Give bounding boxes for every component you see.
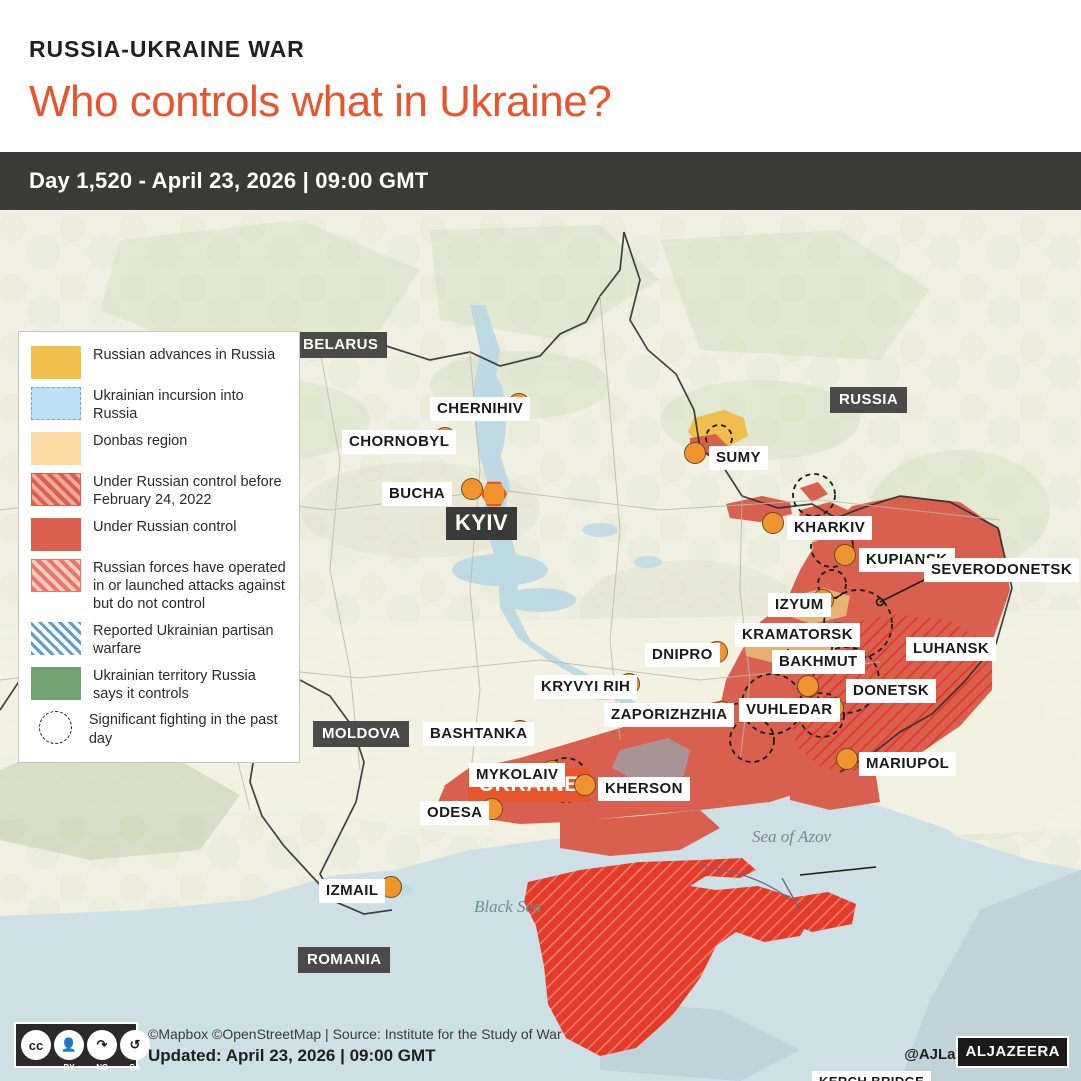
city-label-luhansk: LUHANSK bbox=[906, 637, 997, 661]
city-label-mykolaiv: MYKOLAIV bbox=[469, 763, 566, 787]
cc-icon-text: cc bbox=[28, 1037, 44, 1053]
cc-by-label: BY bbox=[63, 1063, 75, 1072]
cc-by-icon: 👤 BY bbox=[54, 1030, 84, 1072]
legend-swatch-hatched-darkred bbox=[31, 472, 81, 506]
city-marker-kupiansk[interactable] bbox=[834, 544, 856, 566]
legend-swatch-dashed-circle bbox=[31, 710, 77, 745]
city-marker-kyiv[interactable] bbox=[481, 481, 507, 507]
city-marker-bucha[interactable] bbox=[461, 478, 483, 500]
legend-label-donbas: Donbas region bbox=[93, 432, 188, 449]
city-label-vuhledar: VUHLEDAR bbox=[739, 698, 840, 722]
map-canvas[interactable]: Sea of Azov Black Sea BELARUS RUSSIA POL… bbox=[0, 210, 1081, 1081]
legend-item-donbas: Donbas region bbox=[31, 431, 287, 465]
legend-label-russian-control: Under Russian control bbox=[93, 518, 237, 535]
capital-label-kyiv: KYIV bbox=[446, 507, 517, 540]
legend-swatch-green bbox=[31, 666, 81, 700]
country-label-belarus: BELARUS bbox=[294, 332, 388, 358]
city-label-izyum: IZYUM bbox=[768, 593, 831, 617]
city-label-kryvyi-rih: KRYVYI RIH bbox=[534, 675, 638, 699]
page-title: Who controls what in Ukraine? bbox=[29, 77, 612, 126]
footer-source: ©Mapbox ©OpenStreetMap | Source: Institu… bbox=[148, 1026, 562, 1042]
legend-label-partisan-warfare: Reported Ukrainian partisan warfare bbox=[93, 622, 274, 658]
footer-updated: Updated: April 23, 2026 | 09:00 GMT bbox=[148, 1046, 436, 1065]
city-label-bashtanka: BASHTANKA bbox=[423, 722, 535, 746]
legend-label-operated-not-control: Russian forces have operated in or launc… bbox=[93, 559, 286, 613]
cc-icon: cc bbox=[21, 1030, 51, 1060]
legend-item-significant-fighting: Significant fighting in the past day bbox=[31, 710, 287, 748]
city-label-dnipro: DNIPRO bbox=[645, 643, 720, 667]
annotation-kerch-bridge: KERCH BRIDGE bbox=[812, 1071, 932, 1081]
city-marker-mariupol[interactable] bbox=[836, 748, 858, 770]
legend-label-pre-2022-control: Under Russian control before February 24… bbox=[93, 473, 282, 509]
footer-handle: @AJLabs bbox=[904, 1046, 973, 1063]
date-bar: Day 1,520 - April 23, 2026 | 09:00 GMT bbox=[0, 152, 1081, 210]
city-label-odesa: ODESA bbox=[420, 801, 490, 825]
city-label-kramatorsk: KRAMATORSK bbox=[735, 623, 860, 647]
city-label-sumy: SUMY bbox=[709, 446, 768, 470]
legend-label-claimed-territory: Ukrainian territory Russia says it contr… bbox=[93, 667, 256, 703]
city-label-kherson: KHERSON bbox=[598, 777, 690, 801]
city-label-zaporizhzhia: ZAPORIZHZHIA bbox=[604, 703, 735, 727]
country-label-russia: RUSSIA bbox=[830, 387, 908, 413]
legend-swatch-red bbox=[31, 517, 81, 551]
city-label-mariupol: MARIUPOL bbox=[859, 752, 957, 776]
city-marker-sumy[interactable] bbox=[684, 442, 706, 464]
kicker-label: RUSSIA-UKRAINE WAR bbox=[29, 36, 305, 62]
legend-swatch-hatched-blue bbox=[31, 621, 81, 655]
legend-item-operated-not-control: Russian forces have operated in or launc… bbox=[31, 558, 287, 614]
aljazeera-logo: ALJAZEERA bbox=[956, 1036, 1069, 1068]
city-label-bucha: BUCHA bbox=[382, 482, 453, 506]
cc-nc-icon: ↷ NC bbox=[87, 1030, 117, 1072]
legend-item-partisan-warfare: Reported Ukrainian partisan warfare bbox=[31, 621, 287, 659]
country-label-romania: ROMANIA bbox=[298, 947, 391, 973]
header: RUSSIA-UKRAINE WAR Who controls what in … bbox=[0, 0, 1081, 152]
legend-swatch-lightblue bbox=[31, 387, 81, 420]
city-label-severodonetsk: SEVERODONETSK bbox=[924, 558, 1080, 582]
cc-nc-label: NC bbox=[96, 1063, 108, 1072]
city-marker-kherson[interactable] bbox=[574, 774, 596, 796]
legend-item-claimed-territory: Ukrainian territory Russia says it contr… bbox=[31, 666, 287, 704]
cc-sa-icon: ↺ SA bbox=[120, 1030, 150, 1072]
city-label-bakhmut: BAKHMUT bbox=[772, 650, 865, 674]
city-marker-kharkiv[interactable] bbox=[762, 512, 784, 534]
city-label-kharkiv: KHARKIV bbox=[787, 516, 873, 540]
city-label-chernihiv: CHERNIHIV bbox=[430, 397, 531, 421]
city-label-izmail: IZMAIL bbox=[319, 879, 386, 903]
legend-swatch-hatched-lightred bbox=[31, 558, 81, 592]
legend-item-russian-advances: Russian advances in Russia bbox=[31, 345, 287, 379]
city-label-chornobyl: CHORNOBYL bbox=[342, 430, 457, 454]
date-bar-text: Day 1,520 - April 23, 2026 | 09:00 GMT bbox=[29, 168, 429, 193]
legend-panel: Russian advances in Russia Ukrainian inc… bbox=[18, 331, 300, 764]
legend-swatch-yellow bbox=[31, 346, 81, 379]
city-marker-donetsk[interactable] bbox=[797, 675, 819, 697]
creative-commons-badge: cc 👤 BY ↷ NC ↺ SA bbox=[14, 1022, 150, 1072]
sea-label-azov: Sea of Azov bbox=[752, 827, 832, 846]
legend-item-russian-control: Under Russian control bbox=[31, 517, 287, 551]
legend-label-russian-advances: Russian advances in Russia bbox=[93, 347, 276, 363]
city-label-donetsk: DONETSK bbox=[846, 679, 937, 703]
sea-label-black: Black Sea bbox=[474, 897, 542, 916]
legend-item-pre-2022-control: Under Russian control before February 24… bbox=[31, 472, 287, 510]
legend-item-ukrainian-incursion: Ukrainian incursion into Russia bbox=[31, 386, 287, 424]
legend-label-significant-fighting: Significant fighting in the past day bbox=[88, 712, 278, 747]
cc-sa-label: SA bbox=[129, 1063, 141, 1072]
legend-label-ukrainian-incursion: Ukrainian incursion into Russia bbox=[93, 388, 244, 423]
country-label-moldova: MOLDOVA bbox=[313, 721, 410, 747]
legend-swatch-peach bbox=[31, 431, 81, 465]
city-label-kupiansk: KUPIANSK bbox=[859, 548, 955, 572]
